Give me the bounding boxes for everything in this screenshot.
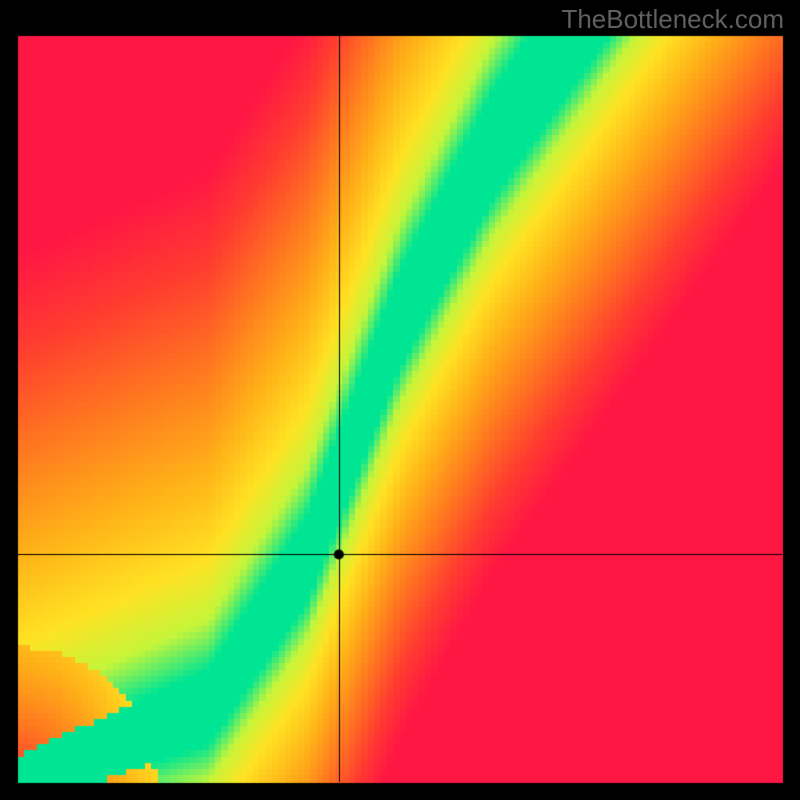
bottleneck-heatmap (0, 0, 800, 800)
watermark-text: TheBottleneck.com (561, 4, 784, 35)
chart-container: TheBottleneck.com (0, 0, 800, 800)
